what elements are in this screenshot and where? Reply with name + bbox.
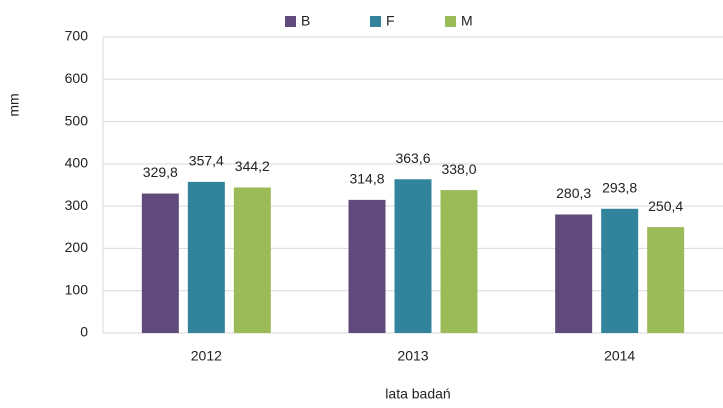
y-tick-label: 200 <box>65 239 89 255</box>
bar <box>601 208 639 333</box>
y-tick-label: 600 <box>65 70 89 86</box>
y-axis-label: mm <box>6 93 22 116</box>
legend-swatch <box>445 16 456 27</box>
y-tick-label: 500 <box>65 112 89 128</box>
bar <box>394 179 432 333</box>
y-tick-label: 100 <box>65 281 89 297</box>
data-label: 293,8 <box>602 179 637 195</box>
bar <box>187 181 225 333</box>
data-label: 344,2 <box>235 158 270 174</box>
legend-swatch <box>370 16 381 27</box>
data-label: 314,8 <box>349 171 384 187</box>
data-label: 363,6 <box>395 150 430 166</box>
y-tick-label: 700 <box>65 28 89 44</box>
bar <box>555 214 593 333</box>
y-tick-label: 0 <box>80 324 88 340</box>
legend-swatch <box>285 16 296 27</box>
legend-label: M <box>461 13 473 29</box>
x-axis-label: lata badań <box>385 386 450 402</box>
y-tick-label: 400 <box>65 155 89 171</box>
data-label: 338,0 <box>441 161 476 177</box>
bar <box>141 193 179 333</box>
bar <box>440 190 478 333</box>
data-label: 357,4 <box>189 153 224 169</box>
legend-label: F <box>386 13 395 29</box>
y-tick-label: 300 <box>65 197 89 213</box>
x-tick-label: 2014 <box>604 348 635 364</box>
bar <box>647 227 685 333</box>
x-tick-label: 2013 <box>397 348 428 364</box>
bar <box>233 187 271 333</box>
legend-label: B <box>301 13 310 29</box>
x-tick-label: 2012 <box>191 348 222 364</box>
bar <box>348 199 386 333</box>
data-label: 250,4 <box>648 198 683 214</box>
data-label: 280,3 <box>556 185 591 201</box>
data-label: 329,8 <box>143 164 178 180</box>
